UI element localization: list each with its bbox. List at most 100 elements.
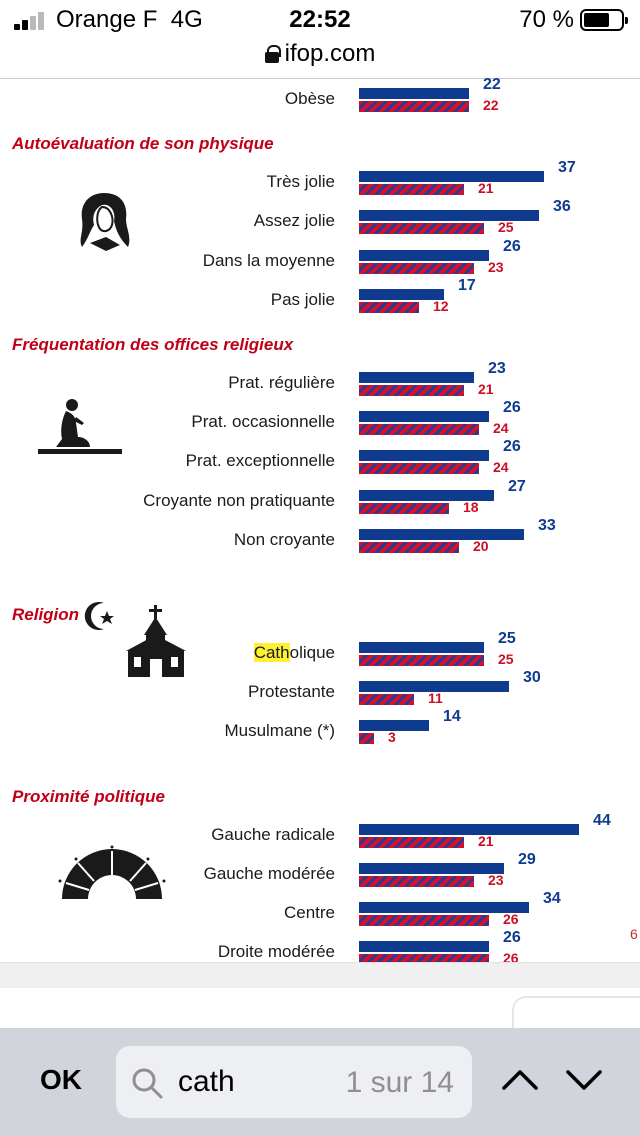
value-label-blue: 30 <box>523 669 541 687</box>
bar-red-series <box>359 541 459 553</box>
value-label-red: 24 <box>493 459 509 476</box>
ok-button[interactable]: OK <box>40 1064 82 1095</box>
bar-blue-series <box>359 902 529 913</box>
bar-red-series <box>359 655 484 666</box>
row-label: Pas jolie <box>270 289 335 309</box>
value-label-red: 18 <box>463 498 479 515</box>
clock: 22:52 <box>289 6 351 33</box>
bar-blue-series <box>359 88 469 99</box>
bar-red-series <box>359 733 374 745</box>
address-bar[interactable]: ifop.com <box>0 40 640 76</box>
bar-blue-series <box>359 171 544 183</box>
row-label: Gauche modérée <box>203 863 335 883</box>
battery-percentage: 70 % <box>519 6 574 33</box>
row-label: Droite modérée <box>217 942 335 962</box>
status-bar: Orange F 4G 22:52 70 % <box>0 0 640 40</box>
carrier-name: Orange F <box>56 6 158 33</box>
match-count: 1 sur 14 <box>345 1066 454 1099</box>
value-label-red: 21 <box>478 180 494 197</box>
bar-red-series <box>359 694 414 706</box>
bar-blue-series <box>359 941 489 953</box>
row-label: Très jolie <box>266 172 335 192</box>
value-label-red: 24 <box>493 420 509 437</box>
survey-bar-chart: 6 Obèse 22 22 Autoévaluation de son physiqu… <box>0 76 640 1005</box>
toolbar-divider <box>0 78 640 79</box>
value-label-blue: 26 <box>503 399 521 417</box>
battery-fill <box>584 13 610 27</box>
bar-blue-series <box>359 411 489 423</box>
section-title: Proximité politique <box>12 786 166 806</box>
value-label-blue: 37 <box>558 159 576 177</box>
value-label-blue: 36 <box>553 198 571 216</box>
church-icon <box>126 605 186 677</box>
value-label-red: 11 <box>428 690 443 707</box>
value-label-blue: 34 <box>543 890 561 907</box>
section-title: Autoévaluation de son physique <box>12 134 274 154</box>
praying-person-icon <box>38 399 122 454</box>
bar-red-series <box>359 954 489 966</box>
value-label-blue: 33 <box>538 516 556 534</box>
bar-red-series <box>359 223 484 235</box>
row-label: Gauche radicale <box>211 824 335 844</box>
bar-red-series <box>359 502 449 514</box>
battery-icon <box>580 9 628 31</box>
bar-blue-series <box>359 249 489 261</box>
value-label-red: 21 <box>478 381 494 397</box>
bar-red-series <box>359 424 479 436</box>
find-in-page-bar: OK 1 sur 14 <box>0 1028 640 1136</box>
bar-blue-series <box>359 528 524 540</box>
next-match-chevron-down-icon[interactable] <box>562 1058 606 1102</box>
page-separator <box>0 962 640 988</box>
bar-red-series <box>359 463 479 475</box>
bar-blue-series <box>359 720 429 732</box>
row-label: Prat. régulière <box>228 373 335 392</box>
value-label-blue: 29 <box>518 850 536 868</box>
value-label-blue: 23 <box>488 360 506 377</box>
row-label: Prat. exceptionnelle <box>185 451 335 471</box>
value-label-blue: 27 <box>508 477 526 495</box>
row-label: Croyante non pratiquante <box>143 490 335 510</box>
value-label-red: 22 <box>483 97 499 113</box>
woman-face-icon <box>80 193 130 251</box>
search-match-highlight: Cath <box>253 643 290 662</box>
value-label-red: 21 <box>478 832 494 849</box>
row-label: Prat. occasionnelle <box>191 412 335 432</box>
find-search-field[interactable]: 1 sur 14 <box>116 1046 472 1118</box>
bar-blue-series <box>359 450 489 462</box>
bar-red-series <box>359 915 489 926</box>
bar-blue-series <box>359 210 539 222</box>
value-label-red: 25 <box>498 651 514 667</box>
bar-blue-series <box>359 288 444 300</box>
signal-strength-icon <box>14 12 50 30</box>
value-label-red: 23 <box>488 871 504 888</box>
bar-blue-series <box>359 642 484 653</box>
bar-blue-series <box>359 372 474 383</box>
bar-red-series <box>359 301 419 313</box>
row-label: Obèse <box>284 89 335 108</box>
row-label: Non croyante <box>233 529 335 549</box>
bar-red-series <box>359 836 464 848</box>
next-page-preview <box>0 988 640 1056</box>
row-label: Catholique <box>253 643 335 663</box>
lock-icon <box>264 45 281 63</box>
search-icon <box>132 1068 163 1099</box>
row-label: Dans la moyenne <box>202 250 335 270</box>
bar-red-series <box>359 101 469 112</box>
find-query-input[interactable] <box>178 1060 338 1104</box>
row-label: Protestante <box>248 682 335 702</box>
value-label-blue: 14 <box>443 708 461 726</box>
network-type: 4G <box>170 6 203 33</box>
value-label-blue: 44 <box>593 811 611 829</box>
value-label-red: 26 <box>503 911 519 927</box>
value-label-blue: 25 <box>498 630 516 647</box>
carrier-label: Orange F 4G <box>56 6 203 34</box>
previous-match-chevron-up-icon[interactable] <box>498 1058 542 1102</box>
bar-blue-series <box>359 681 509 693</box>
value-label-red: 23 <box>488 258 504 275</box>
url-domain: ifop.com <box>284 40 376 67</box>
value-label-red: 20 <box>473 537 489 554</box>
value-label-blue: 17 <box>458 276 476 294</box>
bar-blue-series <box>359 862 504 874</box>
section-title: Religion <box>12 605 80 624</box>
section-title: Fréquentation des offices religieux <box>12 335 294 354</box>
